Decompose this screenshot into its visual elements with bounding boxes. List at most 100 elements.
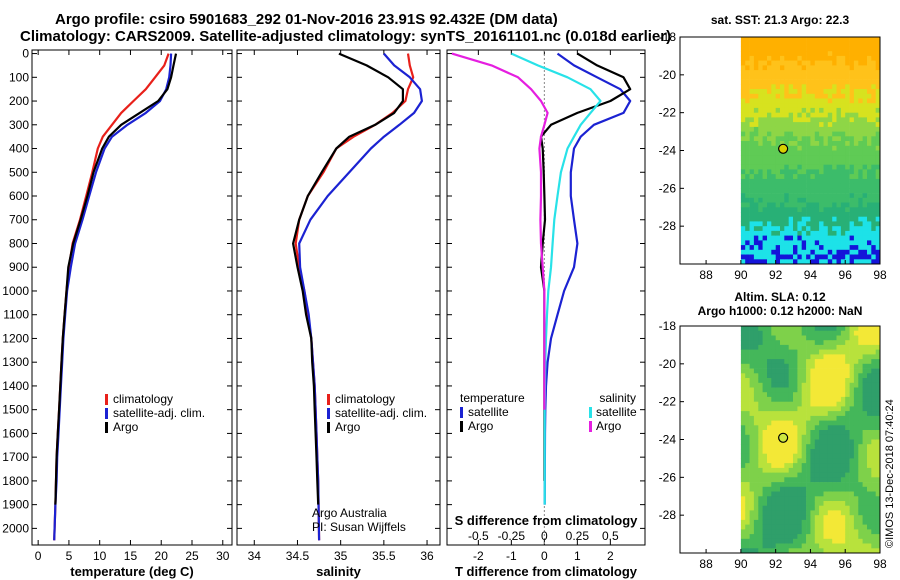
- x-tick-label: 35: [334, 549, 348, 563]
- map-cell: [862, 178, 868, 184]
- map-cell: [762, 378, 768, 384]
- map-cell: [819, 89, 824, 95]
- map-cell: [840, 221, 846, 227]
- map-cell: [806, 373, 811, 379]
- map-cell: [749, 37, 755, 43]
- map-cell: [758, 420, 763, 426]
- map-cell: [810, 458, 816, 464]
- map-cell: [801, 178, 807, 184]
- map-cell: [797, 340, 803, 346]
- map-cell: [858, 524, 863, 530]
- map-cell: [845, 505, 850, 511]
- map-cell: [819, 84, 824, 90]
- map-cell: [762, 482, 768, 488]
- map-cell: [797, 519, 803, 525]
- map-cell: [845, 249, 850, 255]
- x-tick-label: 35.5: [372, 549, 396, 563]
- map-cell: [819, 519, 824, 525]
- map-cell: [788, 439, 794, 445]
- map-cell: [823, 434, 829, 440]
- map-cell: [849, 392, 855, 398]
- map-cell: [749, 486, 755, 492]
- map-cell: [823, 396, 829, 402]
- map-cell: [758, 89, 763, 95]
- map-cell: [871, 501, 876, 507]
- map-cell: [867, 529, 872, 535]
- x-tick-label: 5: [66, 549, 73, 563]
- map-cell: [862, 439, 868, 445]
- map-cell: [836, 467, 842, 473]
- map-cell: [797, 406, 803, 412]
- map-cell: [801, 515, 807, 521]
- map-cell: [788, 392, 794, 398]
- map-cell: [862, 183, 868, 189]
- map-cell: [810, 240, 816, 246]
- map-cell: [827, 117, 833, 123]
- map-cell: [740, 245, 746, 251]
- map-cell: [845, 420, 850, 426]
- map-cell: [780, 155, 785, 161]
- map-cell: [858, 510, 863, 516]
- map-cell: [749, 387, 755, 393]
- map-cell: [845, 359, 850, 365]
- map-cell: [784, 349, 789, 355]
- map-cell: [853, 150, 859, 156]
- map-cell: [845, 373, 850, 379]
- map-cell: [810, 226, 816, 232]
- map-cell: [801, 55, 807, 61]
- map-cell: [784, 169, 789, 175]
- map-cell: [823, 249, 829, 255]
- map-cell: [758, 131, 763, 137]
- map-cell: [762, 392, 768, 398]
- map-cell: [819, 548, 824, 554]
- map-cell: [797, 112, 803, 118]
- map-cell: [823, 226, 829, 232]
- map-cell: [867, 230, 872, 236]
- map-cell: [867, 340, 872, 346]
- map-cell: [819, 107, 824, 113]
- map-cell: [753, 373, 759, 379]
- map-cell: [784, 216, 789, 222]
- map-cell: [801, 458, 807, 464]
- map-cell: [823, 41, 829, 47]
- map-cell: [788, 117, 794, 123]
- map-cell: [836, 406, 842, 412]
- map-cell: [875, 51, 881, 57]
- map-cell: [771, 344, 776, 350]
- map-cell: [810, 411, 816, 417]
- map-cell: [849, 193, 855, 199]
- map-cell: [853, 117, 859, 123]
- map-cell: [810, 335, 816, 341]
- map-cell: [753, 392, 759, 398]
- map-cell: [853, 259, 859, 265]
- map-cell: [871, 486, 876, 492]
- map-cell: [740, 93, 746, 99]
- map-cell: [871, 463, 876, 469]
- map-cell: [771, 207, 776, 213]
- map-cell: [819, 543, 824, 549]
- map-cell: [867, 89, 872, 95]
- map-cell: [845, 406, 850, 412]
- map-cell: [745, 122, 750, 128]
- map-cell: [862, 112, 868, 118]
- map-cell: [840, 396, 846, 402]
- map-cell: [758, 434, 763, 440]
- map-cell: [771, 183, 776, 189]
- map-cell: [758, 240, 763, 246]
- map-cell: [745, 70, 750, 76]
- map-cell: [840, 378, 846, 384]
- map-cell: [875, 169, 881, 175]
- map-cell: [775, 472, 781, 478]
- map-cell: [775, 373, 781, 379]
- map-cell: [845, 216, 850, 222]
- map-cell: [814, 160, 820, 166]
- map-cell: [793, 188, 798, 194]
- map-cell: [788, 259, 794, 265]
- map-cell: [806, 382, 811, 388]
- map-cell: [771, 453, 776, 459]
- map-cell: [740, 548, 746, 554]
- map-cell: [853, 453, 859, 459]
- map-cell: [762, 491, 768, 497]
- map-cell: [762, 501, 768, 507]
- map-cell: [784, 396, 789, 402]
